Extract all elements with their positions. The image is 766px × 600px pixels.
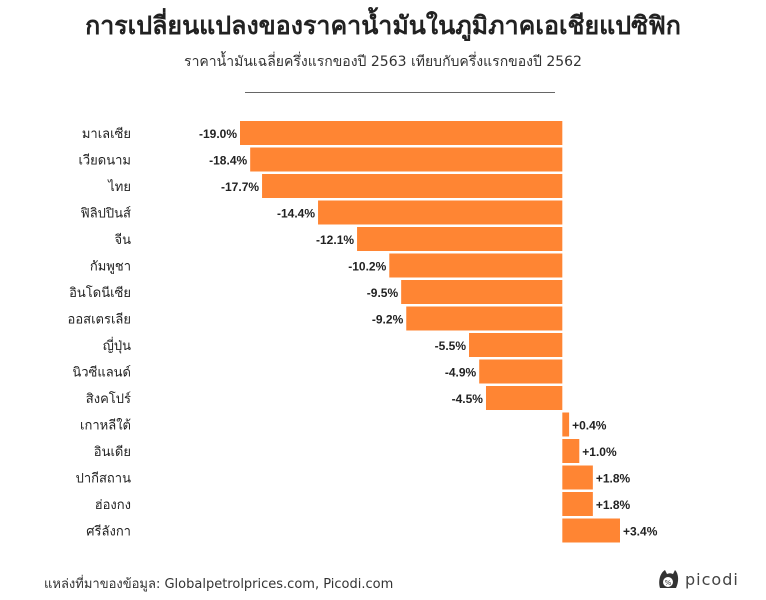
bar-chart: มาเลเซีย -19.0% เวียดนาม -18.4% ไทย -17.7% ฟิล… [68, 121, 658, 543]
bar-4 [357, 227, 563, 251]
category-label-1: เวียดนาม [78, 153, 131, 169]
value-label-3: -14.4% [277, 207, 315, 221]
value-label-14: +1.8% [596, 498, 631, 512]
bar-10 [485, 386, 563, 410]
value-label-12: +1.0% [582, 445, 617, 459]
bar-11 [562, 412, 570, 437]
bar-3 [318, 200, 563, 225]
value-label-8: -5.5% [435, 339, 467, 353]
value-label-15: +3.4% [623, 525, 658, 539]
bar-9 [479, 359, 563, 384]
category-label-0: มาเลเซีย [82, 126, 131, 142]
brand-name: picodi [685, 569, 739, 589]
brand-logo[interactable]: % picodi [655, 566, 739, 592]
category-label-11: เกาหลีใต้ [80, 418, 131, 434]
category-label-10: สิงคโปร์ [86, 391, 131, 407]
value-label-13: +1.8% [596, 472, 631, 486]
category-label-15: ศรีลังกา [86, 524, 131, 540]
data-source: แหล่งที่มาของข้อมูล: Globalpetrolprices.… [44, 577, 394, 592]
bar-1 [250, 147, 563, 172]
value-label-7: -9.2% [372, 313, 404, 327]
category-label-5: กัมพูชา [90, 260, 131, 275]
bar-13 [562, 465, 593, 490]
category-label-13: ปากีสถาน [76, 471, 132, 487]
category-label-12: อินเดีย [94, 444, 131, 460]
value-label-10: -4.5% [452, 392, 484, 406]
value-label-2: -17.7% [221, 180, 259, 194]
bar-0 [240, 121, 563, 145]
bar-15 [562, 518, 620, 543]
bar-7 [406, 306, 563, 331]
divider [245, 92, 555, 93]
page-title: การเปลี่ยนแปลงของราคาน้ำมันในภูมิภาคเอเช… [85, 11, 681, 40]
value-label-11: +0.4% [572, 419, 607, 433]
bar-14 [562, 492, 593, 516]
category-label-4: จีน [114, 232, 131, 248]
value-label-6: -9.5% [367, 286, 399, 300]
category-label-9: นิวซีแลนด์ [72, 365, 131, 381]
value-label-0: -19.0% [199, 127, 237, 141]
bar-5 [389, 253, 563, 278]
bar-6 [401, 280, 563, 304]
category-label-8: ญี่ปุ่น [103, 337, 131, 354]
value-label-5: -10.2% [348, 260, 386, 274]
value-label-9: -4.9% [445, 366, 477, 380]
category-label-14: ฮ่องกง [95, 498, 131, 513]
picodi-cat-icon: % [659, 570, 679, 588]
svg-text:%: % [665, 579, 672, 587]
category-label-3: ฟิลิปปินส์ [80, 206, 131, 222]
value-label-1: -18.4% [209, 154, 247, 168]
category-label-2: ไทย [107, 179, 131, 195]
value-label-4: -12.1% [316, 233, 354, 247]
bar-12 [562, 439, 580, 463]
page-subtitle: ราคาน้ำมันเฉลี่ยครึ่งแรกของปี 2563 เทียบ… [184, 54, 582, 70]
bar-8 [469, 333, 563, 357]
category-label-6: อินโดนีเซีย [69, 285, 131, 301]
bar-2 [262, 174, 563, 198]
category-label-7: ออสเตรเลีย [68, 312, 131, 328]
